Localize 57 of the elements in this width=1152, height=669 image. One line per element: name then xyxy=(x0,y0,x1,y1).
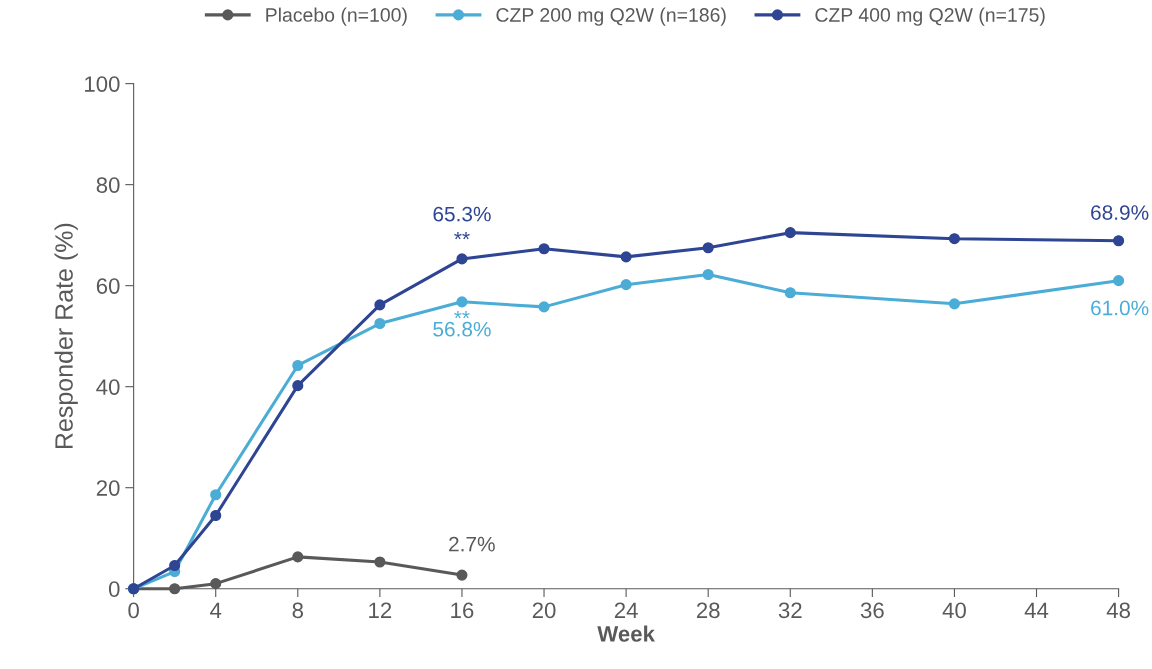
legend-label: CZP 400 mg Q2W (n=175) xyxy=(815,7,1045,26)
y-tick-label: 80 xyxy=(96,177,120,193)
point xyxy=(620,279,632,291)
point xyxy=(948,298,960,310)
data-label: 2.7% xyxy=(449,536,495,552)
point xyxy=(538,243,550,255)
data-label: 65.3% xyxy=(433,206,491,222)
point xyxy=(620,251,632,263)
point xyxy=(1113,235,1125,247)
point xyxy=(374,299,386,311)
data-label: 61.0% xyxy=(1091,300,1149,316)
point xyxy=(169,583,181,595)
x-tick-label: 36 xyxy=(860,602,884,619)
point xyxy=(948,233,960,245)
x-tick-label: 32 xyxy=(778,602,802,619)
legend-label: CZP 200 mg Q2W (n=186) xyxy=(496,7,726,26)
x-tick-label: 20 xyxy=(532,602,556,619)
x-tick-label: 4 xyxy=(210,602,222,619)
x-axis-title: Week xyxy=(597,625,655,642)
point xyxy=(456,569,468,581)
point xyxy=(292,380,304,392)
point xyxy=(374,317,386,330)
x-tick-label: 44 xyxy=(1024,602,1049,619)
point xyxy=(374,556,386,568)
x-tick-label: 28 xyxy=(696,602,720,619)
point xyxy=(784,287,796,299)
point xyxy=(456,253,468,265)
y-tick-label: 40 xyxy=(96,379,120,395)
data-label: 56.8% xyxy=(433,321,491,337)
x-tick-label: 12 xyxy=(369,602,392,619)
x-tick-label: 0 xyxy=(128,602,139,619)
x-tick-label: 8 xyxy=(292,602,304,619)
point xyxy=(210,489,222,501)
x-tick-label: 48 xyxy=(1106,602,1130,619)
data-label: 68.9% xyxy=(1091,205,1149,220)
point xyxy=(1113,275,1125,287)
legend-label: Placebo (n=100) xyxy=(266,7,407,26)
y-tick-label: 100 xyxy=(85,76,120,92)
y-tick-label: 60 xyxy=(96,278,120,294)
point xyxy=(784,227,796,239)
point xyxy=(292,551,304,563)
x-tick-label: 40 xyxy=(942,602,966,619)
annotation: ** xyxy=(454,231,470,240)
x-tick-label: 24 xyxy=(614,602,638,619)
annotation: ** xyxy=(454,310,470,319)
point xyxy=(210,578,222,590)
x-tick-label: 16 xyxy=(451,602,474,619)
point xyxy=(210,509,222,522)
point xyxy=(169,559,181,572)
y-axis-title: Responder Rate (%) xyxy=(54,223,78,449)
point xyxy=(538,301,550,313)
y-tick-label: 20 xyxy=(96,480,120,496)
y-tick-label: 0 xyxy=(108,581,120,597)
point xyxy=(702,242,714,254)
point xyxy=(702,268,714,281)
point xyxy=(456,296,468,308)
point xyxy=(292,359,304,372)
